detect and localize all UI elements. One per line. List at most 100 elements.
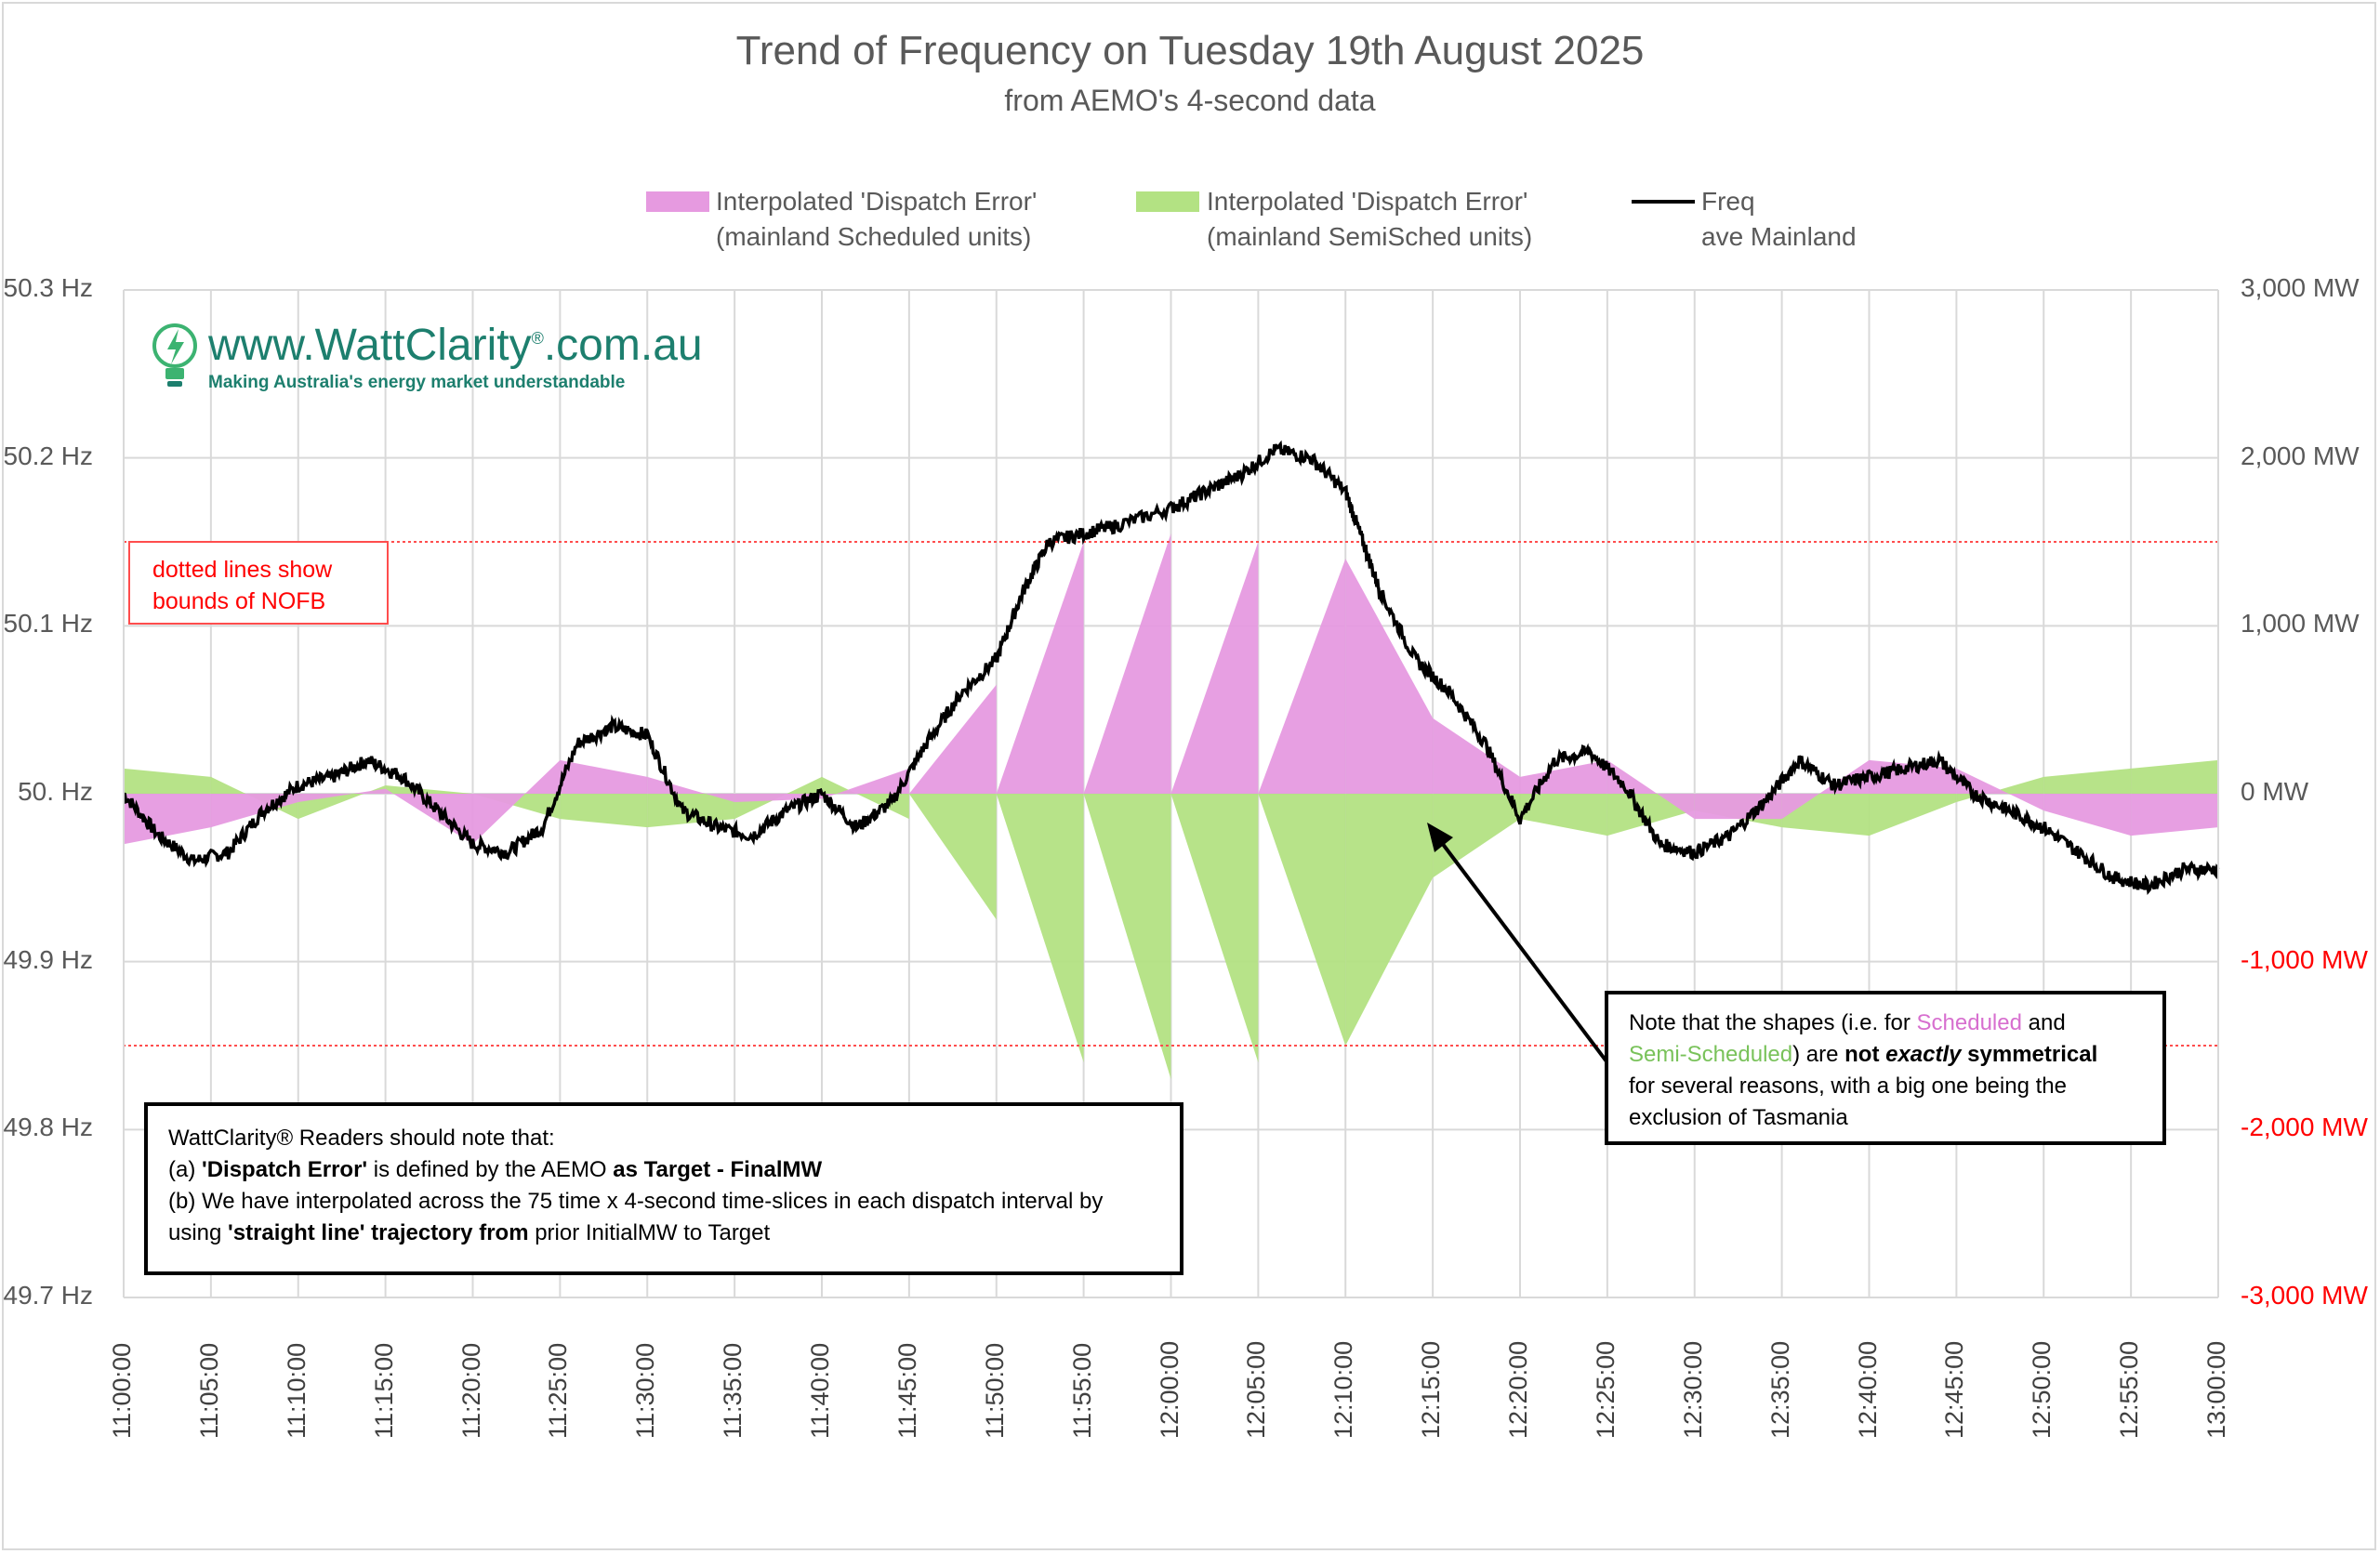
y-right-tick-label: 2,000 MW: [2241, 441, 2360, 470]
scheduled-area: [1781, 759, 1870, 820]
x-tick-label: 11:05:00: [194, 1342, 223, 1439]
legend-swatch-scheduled: [646, 191, 709, 212]
legend-label-freq: Freq ave Mainland: [1701, 184, 1857, 255]
scheduled-area: [1083, 533, 1171, 794]
y-right-tick-label: -1,000 MW: [2241, 944, 2368, 974]
note-arrowhead: [1427, 823, 1453, 852]
semisched-area: [1083, 794, 1171, 1080]
semisched-area: [647, 794, 735, 828]
legend-scheduled-name: Interpolated 'Dispatch Error': [716, 187, 1038, 216]
legend-label-semisched: Interpolated 'Dispatch Error' (mainland …: [1207, 184, 1532, 255]
scheduled-area: [908, 684, 997, 794]
readers-line-a: (a) 'Dispatch Error' is defined by the A…: [168, 1157, 823, 1182]
x-tick-label: 11:25:00: [544, 1342, 573, 1439]
y-right-tick-label: -3,000 MW: [2241, 1281, 2368, 1310]
scheduled-area: [560, 759, 648, 794]
scheduled-area: [385, 788, 473, 845]
note-line-4: exclusion of Tasmania: [1629, 1105, 1848, 1130]
x-tick-label: 12:35:00: [1765, 1340, 1794, 1439]
semisched-area: [1345, 794, 1434, 1046]
semisched-area: [2043, 768, 2132, 794]
y-right-tick-label: 0 MW: [2241, 777, 2309, 806]
logo-tagline: Making Australia's energy market underst…: [208, 373, 626, 392]
semisched-area: [385, 784, 473, 794]
scheduled-area: [1345, 559, 1434, 794]
legend-scheduled-sub: (mainland Scheduled units): [716, 222, 1032, 251]
note-line-1: Note that the shapes (i.e. for Scheduled…: [1629, 1010, 2066, 1035]
semisched-area: [472, 794, 561, 820]
scheduled-area: [124, 794, 211, 845]
note-line-3: for several reasons, with a big one bein…: [1629, 1073, 2067, 1099]
scheduled-area: [2043, 794, 2132, 836]
semisched-area: [2131, 759, 2218, 794]
x-tick-label: 11:20:00: [456, 1342, 485, 1439]
semisched-area: [1258, 794, 1346, 1046]
x-tick-label: 12:05:00: [1242, 1340, 1271, 1439]
legend-swatch-semisched: [1136, 191, 1199, 212]
semisched-area: [298, 784, 386, 820]
y-left-tick-label: 49.7 Hz: [3, 1281, 94, 1310]
x-tick-label: 12:15:00: [1417, 1340, 1446, 1439]
note-arrow: [1435, 834, 1614, 1071]
semisched-area: [1781, 794, 1870, 836]
symmetry-note: Note that the shapes (i.e. for Scheduled…: [1605, 991, 2166, 1145]
semisched-area: [1170, 794, 1259, 1063]
scheduled-area: [298, 788, 386, 803]
logo-reg: ®: [531, 329, 544, 348]
legend-semisched-name: Interpolated 'Dispatch Error': [1207, 187, 1528, 216]
x-tick-label: 11:15:00: [369, 1342, 398, 1439]
scheduled-area: [1956, 768, 2044, 811]
x-tick-label: 12:30:00: [1678, 1340, 1707, 1439]
legend-freq-sub: ave Mainland: [1701, 222, 1857, 251]
semisched-area: [996, 794, 1084, 1063]
scheduled-area: [734, 794, 822, 803]
scheduled-area: [472, 759, 561, 845]
x-tick-label: 12:25:00: [1591, 1340, 1620, 1439]
chart-subtitle: from AEMO's 4-second data: [1004, 84, 1376, 117]
y-left-tick-label: 50. Hz: [18, 777, 93, 806]
nofb-line-1: dotted lines show: [152, 557, 333, 583]
y-left-tick-label: 50.2 Hz: [3, 441, 94, 470]
x-tick-label: 12:20:00: [1504, 1340, 1532, 1439]
x-tick-label: 12:10:00: [1329, 1340, 1358, 1439]
nofb-line-2: bounds of NOFB: [152, 588, 326, 614]
semisched-area: [1869, 794, 1957, 836]
lightbulb-icon: [152, 323, 197, 387]
scheduled-area: [822, 768, 909, 799]
chart-title: Trend of Frequency on Tuesday 19th Augus…: [735, 28, 1645, 73]
y-left-tick-label: 50.3 Hz: [3, 273, 94, 302]
x-tick-label: 13:00:00: [2202, 1340, 2230, 1439]
x-tick-label: 12:40:00: [1853, 1340, 1882, 1439]
logo-url: www.WattClarity: [208, 321, 532, 370]
semisched-area: [1520, 794, 1607, 836]
legend-swatch-freq: [1632, 200, 1695, 204]
legend-semisched-sub: (mainland SemiSched units): [1207, 222, 1533, 251]
x-tick-label: 11:45:00: [892, 1342, 921, 1439]
y-left-tick-label: 49.8 Hz: [3, 1113, 94, 1142]
x-tick-label: 12:50:00: [2028, 1340, 2056, 1439]
legend-label-scheduled: Interpolated 'Dispatch Error' (mainland …: [716, 184, 1037, 255]
semisched-area: [1606, 794, 1695, 836]
y-left-tick-label: 49.9 Hz: [3, 944, 94, 974]
semisched-area: [124, 768, 211, 794]
legend-freq-name: Freq: [1701, 187, 1755, 216]
frequency-line: [123, 440, 2220, 895]
semisched-area: [908, 794, 997, 920]
x-tick-label: 11:50:00: [980, 1342, 1009, 1439]
scheduled-area: [1606, 759, 1695, 820]
logo-url-suffix: .com.au: [543, 321, 703, 370]
readers-line-b2: using 'straight line' trajectory from pr…: [168, 1220, 771, 1245]
x-tick-label: 11:10:00: [282, 1342, 311, 1439]
x-tick-label: 11:35:00: [719, 1342, 747, 1439]
x-tick-label: 12:55:00: [2115, 1340, 2144, 1439]
x-tick-label: 12:45:00: [1940, 1340, 1969, 1439]
readers-note: WattClarity® Readers should note that: (…: [144, 1102, 1183, 1275]
wattclarity-logo: www.WattClarity®.com.au Making Australia…: [151, 320, 703, 399]
note-line-2: Semi-Scheduled) are not exactly symmetri…: [1629, 1042, 2098, 1067]
y-right-tick-label: 1,000 MW: [2241, 609, 2360, 639]
scheduled-area: [996, 542, 1084, 794]
readers-line-b1: (b) We have interpolated across the 75 t…: [168, 1189, 1104, 1214]
readers-line-1: WattClarity® Readers should note that:: [168, 1126, 555, 1151]
